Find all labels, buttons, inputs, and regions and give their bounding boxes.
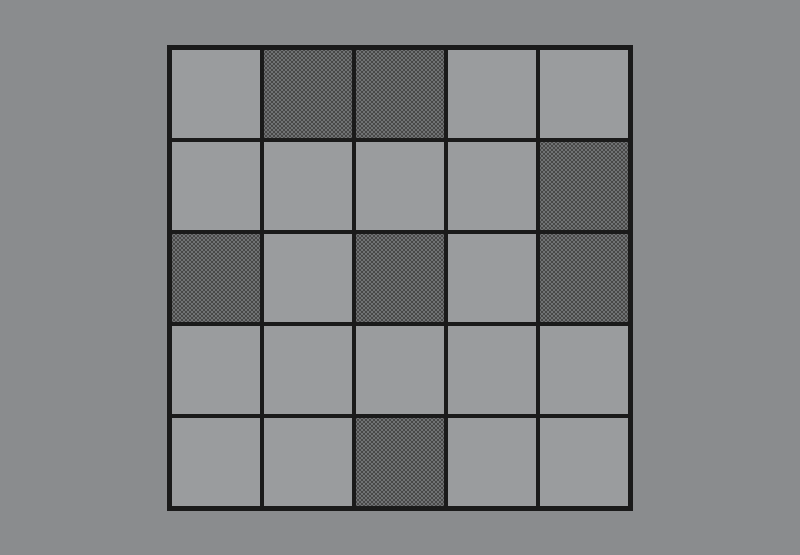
- grid-cell: [262, 140, 354, 232]
- grid-cell: [170, 324, 262, 416]
- grid-cell: [538, 324, 630, 416]
- grid-cell: [262, 416, 354, 508]
- grid-cell: [538, 48, 630, 140]
- grid-cell: [170, 416, 262, 508]
- grid-cell: [538, 232, 630, 324]
- grid-cell: [354, 140, 446, 232]
- grid-cell: [262, 232, 354, 324]
- grid-cell: [446, 416, 538, 508]
- grid-cell: [262, 324, 354, 416]
- grid-container: [167, 45, 633, 511]
- grid-cell: [538, 140, 630, 232]
- grid-cell: [538, 416, 630, 508]
- grid-cell: [446, 324, 538, 416]
- grid-cell: [446, 140, 538, 232]
- grid-cell: [354, 416, 446, 508]
- grid-cell: [354, 324, 446, 416]
- grid-cell: [354, 232, 446, 324]
- grid-cell: [262, 48, 354, 140]
- grid-cell: [446, 232, 538, 324]
- grid-cell: [170, 232, 262, 324]
- grid-cell: [170, 140, 262, 232]
- grid-cell: [446, 48, 538, 140]
- grid-cell: [170, 48, 262, 140]
- grid-cell: [354, 48, 446, 140]
